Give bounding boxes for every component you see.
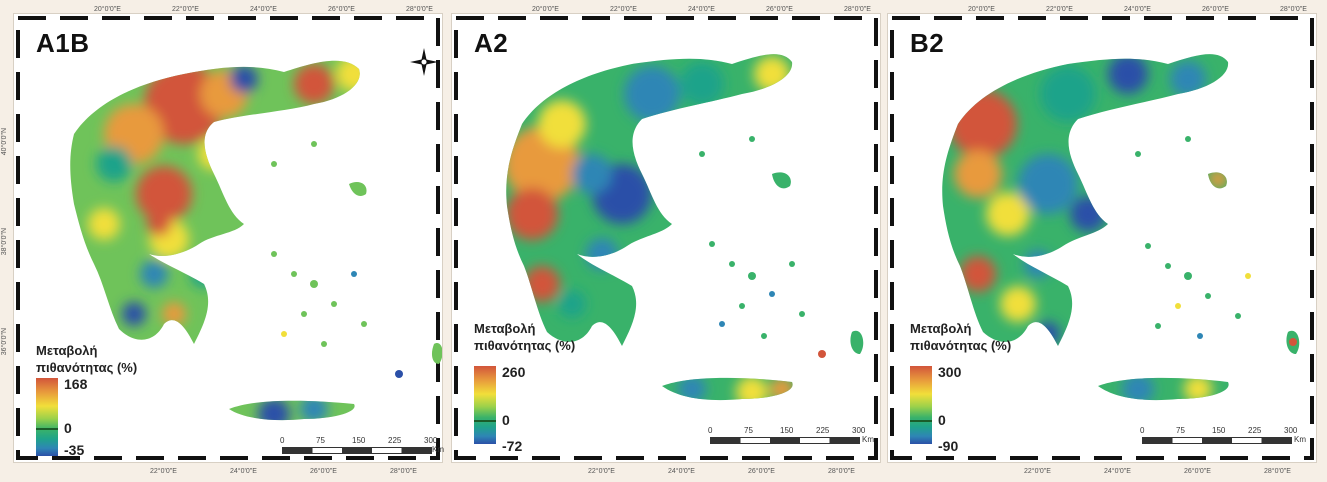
coord-label: 20°0'0"E [968, 6, 995, 13]
legend-title-line1: Μεταβολή [36, 343, 98, 358]
scale-tick: 75 [744, 426, 753, 435]
panel-title: A1B [36, 28, 90, 58]
scale-unit: Km [862, 435, 874, 444]
scale-tick: 75 [1176, 426, 1185, 435]
coord-label: 20°0'0"E [532, 6, 559, 13]
scale-tick: 300 [424, 436, 438, 445]
legend-zero-line [36, 428, 58, 430]
legend-title-line2: πιθανότητας (%) [474, 338, 576, 353]
scale-bar [1142, 437, 1292, 444]
scale-bar [710, 437, 860, 444]
coord-label: 38°0'0"N [1, 228, 8, 256]
scale-tick: 225 [388, 436, 402, 445]
legend-min: -90 [938, 438, 959, 454]
legend-zero: 0 [64, 420, 72, 436]
coord-label: 28°0'0"E [828, 468, 855, 475]
coord-label: 22°0'0"E [610, 6, 637, 13]
coord-label: 26°0'0"E [766, 6, 793, 13]
coord-label: 26°0'0"E [1184, 468, 1211, 475]
scale-tick: 0 [708, 426, 713, 435]
coord-label: 28°0'0"E [390, 468, 417, 475]
scale-tick: 0 [280, 436, 285, 445]
scale-tick: 225 [1248, 426, 1262, 435]
legend-title: Μεταβολή πιθανότητας (%) [36, 342, 137, 376]
legend-max: 260 [502, 364, 526, 380]
legend-max: 300 [938, 364, 962, 380]
panel-title: B2 [910, 28, 945, 58]
legend-zero: 0 [502, 412, 510, 428]
coord-label: 24°0'0"E [668, 468, 695, 475]
panel-title: A2 [474, 28, 509, 58]
coord-label: 40°0'0"N [1, 128, 8, 156]
coord-label: 28°0'0"E [844, 6, 871, 13]
coord-label: 22°0'0"E [150, 468, 177, 475]
scale-unit: Km [432, 445, 444, 454]
coord-label: 22°0'0"E [172, 6, 199, 13]
scale-tick: 150 [1212, 426, 1226, 435]
scale-tick: 150 [780, 426, 794, 435]
coord-label: 28°0'0"E [406, 6, 433, 13]
legend-title-line2: πιθανότητας (%) [36, 360, 138, 375]
scale-tick: 0 [1140, 426, 1145, 435]
coord-label: 24°0'0"E [230, 468, 257, 475]
coord-label: 22°0'0"E [588, 468, 615, 475]
legend-color-bar [474, 366, 496, 444]
coord-label: 24°0'0"E [1124, 6, 1151, 13]
coord-label: 26°0'0"E [328, 6, 355, 13]
legend-color-bar [36, 378, 58, 456]
scale-tick: 150 [352, 436, 366, 445]
legend-zero: 0 [938, 412, 946, 428]
coord-label: 20°0'0"E [94, 6, 121, 13]
map-a2 [454, 16, 878, 460]
panel-a2: A2 Μεταβολή πιθανότητας (%) 260 0 -72 0 … [452, 14, 880, 462]
coord-label: 28°0'0"E [1280, 6, 1307, 13]
legend-title: Μεταβολή πιθανότητας (%) [910, 320, 1011, 354]
coord-label: 24°0'0"E [1104, 468, 1131, 475]
coord-label: 22°0'0"E [1024, 468, 1051, 475]
panel-b2: B2 Μεταβολή πιθανότητας (%) 300 0 -90 0 … [888, 14, 1316, 462]
coord-label: 26°0'0"E [310, 468, 337, 475]
coord-label: 24°0'0"E [688, 6, 715, 13]
legend-title: Μεταβολή πιθανότητας (%) [474, 320, 575, 354]
scale-tick: 225 [816, 426, 830, 435]
legend-title-line1: Μεταβολή [474, 321, 536, 336]
legend-min: -35 [64, 442, 85, 458]
coord-label: 24°0'0"E [250, 6, 277, 13]
scale-bar [282, 447, 432, 454]
map-a1b [16, 16, 442, 460]
panel-a1b: A1B Μεταβολή πιθανότητας (%) 168 0 -35 0… [14, 14, 444, 462]
compass-rose-icon [410, 48, 438, 76]
map-b2 [890, 16, 1314, 460]
coord-label: 22°0'0"E [1046, 6, 1073, 13]
legend-title-line2: πιθανότητας (%) [910, 338, 1012, 353]
scale-tick: 75 [316, 436, 325, 445]
scale-tick: 300 [1284, 426, 1298, 435]
scale-tick: 300 [852, 426, 866, 435]
legend-zero-line [910, 420, 932, 422]
coord-label: 36°0'0"N [1, 328, 8, 356]
legend-min: -72 [502, 438, 523, 454]
coord-label: 26°0'0"E [1202, 6, 1229, 13]
legend-max: 168 [64, 376, 88, 392]
coord-label: 28°0'0"E [1264, 468, 1291, 475]
scale-unit: Km [1294, 435, 1306, 444]
coord-label: 26°0'0"E [748, 468, 775, 475]
legend-color-bar [910, 366, 932, 444]
legend-zero-line [474, 420, 496, 422]
legend-title-line1: Μεταβολή [910, 321, 972, 336]
